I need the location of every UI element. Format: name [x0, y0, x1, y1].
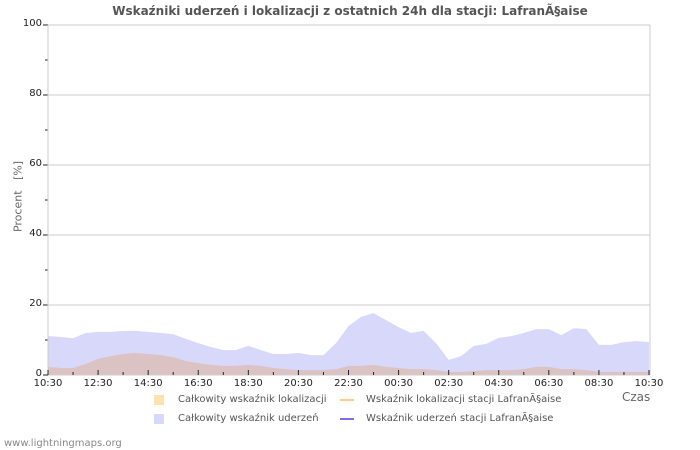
location-rate-area: [48, 352, 649, 375]
legend-label: Wskaźnik lokalizacji stacji LafranÃ§aise: [366, 394, 562, 405]
x-tick-label: 22:30: [334, 378, 363, 389]
legend-swatch-box: [154, 394, 164, 405]
legend-label: Całkowity wskaźnik uderzeń: [178, 413, 319, 424]
legend-label: Wskaźnik uderzeń stacji LafranÃ§aise: [366, 413, 554, 424]
y-tick-label: 20: [29, 298, 42, 309]
x-tick-label: 20:30: [283, 378, 313, 389]
chart-title: Wskaźniki uderzeń i lokalizacji z ostatn…: [112, 4, 588, 18]
x-tick-label: 08:30: [584, 378, 614, 389]
x-tick-label: 12:30: [83, 378, 113, 389]
legend-label: Całkowity wskaźnik lokalizacji: [178, 394, 327, 405]
x-tick-label: 06:30: [534, 378, 564, 389]
legend-swatch-box: [154, 413, 164, 424]
x-tick-label: 04:30: [484, 378, 514, 389]
y-tick-label: 60: [29, 158, 42, 169]
y-tick-label: 40: [29, 228, 42, 239]
footer-credit: www.lightningmaps.org: [4, 438, 122, 449]
plot-area: [43, 24, 651, 376]
x-tick-label: 02:30: [434, 378, 464, 389]
legend-swatch-line: [340, 398, 354, 401]
legend-item: Wskaźnik uderzeń stacji LafranÃ§aise: [340, 413, 553, 424]
legend-item: Całkowity wskaźnik uderzeń: [154, 413, 319, 424]
y-tick-label: 100: [22, 18, 42, 29]
x-tick-label: 14:30: [133, 378, 163, 389]
stroke-rate-area: [48, 313, 649, 375]
legend-item: Wskaźnik lokalizacji stacji LafranÃ§aise: [340, 394, 561, 405]
y-tick-label: 0: [35, 368, 42, 379]
x-tick-label: 18:30: [233, 378, 263, 389]
x-tick-label: 10:30: [634, 378, 664, 389]
y-tick-label: 80: [29, 88, 42, 99]
legend-swatch-line: [340, 417, 354, 420]
x-axis-label: Czas: [622, 390, 651, 404]
x-tick-label: 10:30: [33, 378, 63, 389]
legend-item: Całkowity wskaźnik lokalizacji: [154, 394, 327, 405]
x-tick-label: 00:30: [384, 378, 413, 389]
x-tick-label: 16:30: [183, 378, 213, 389]
